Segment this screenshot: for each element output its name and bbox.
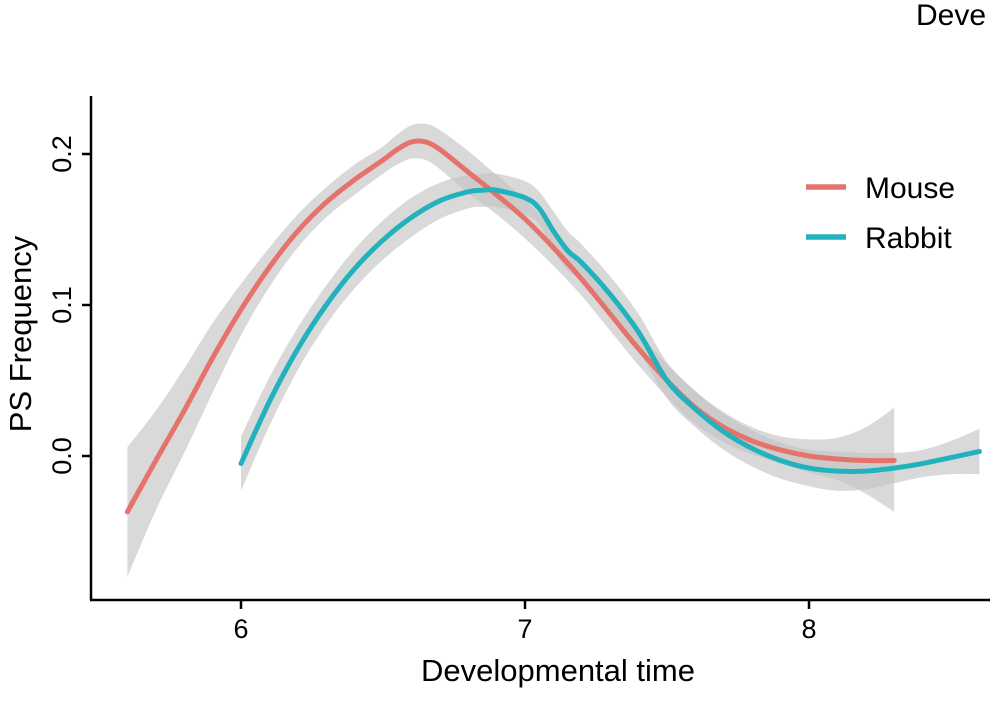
legend-label-rabbit: Rabbit <box>865 222 952 255</box>
series-lines <box>124 138 982 515</box>
mouse-line <box>124 138 897 515</box>
rabbit-line <box>238 187 982 474</box>
y-axis-title: PS Frequency <box>3 235 38 432</box>
rabbit-confidence-band <box>241 173 980 491</box>
y-tick-label: 0.1 <box>47 286 77 324</box>
x-ticks: 6 7 8 <box>233 600 817 644</box>
chart-title: Deve <box>916 0 986 32</box>
y-ticks: 0.0 0.1 0.2 <box>47 135 91 475</box>
legend-label-mouse: Mouse <box>865 172 955 205</box>
x-tick-label: 8 <box>801 614 816 644</box>
y-tick-label: 0.2 <box>47 135 77 173</box>
x-tick-label: 6 <box>233 614 248 644</box>
confidence-bands <box>127 123 980 577</box>
x-tick-label: 7 <box>517 614 532 644</box>
x-axis-title: Developmental time <box>421 653 695 688</box>
legend: Mouse Rabbit <box>806 172 955 255</box>
mouse-confidence-band <box>127 123 895 577</box>
y-tick-label: 0.0 <box>47 437 77 475</box>
